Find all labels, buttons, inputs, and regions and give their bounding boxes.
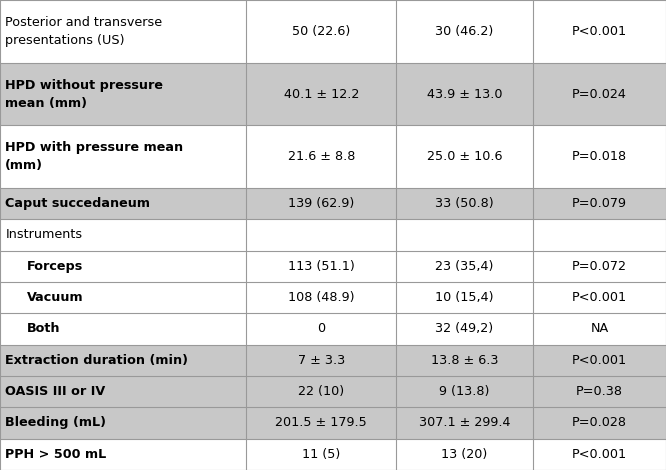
Text: 113 (51.1): 113 (51.1) [288, 260, 355, 273]
Text: 33 (50.8): 33 (50.8) [435, 197, 494, 210]
Text: 13.8 ± 6.3: 13.8 ± 6.3 [431, 354, 498, 367]
Bar [0, 125, 666, 188]
Text: Bleeding (mL): Bleeding (mL) [5, 416, 107, 430]
Text: PPH > 500 mL: PPH > 500 mL [5, 448, 107, 461]
Text: P=0.079: P=0.079 [572, 197, 627, 210]
Text: 139 (62.9): 139 (62.9) [288, 197, 354, 210]
Text: Extraction duration (min): Extraction duration (min) [5, 354, 188, 367]
Text: P=0.072: P=0.072 [572, 260, 627, 273]
Text: 21.6 ± 8.8: 21.6 ± 8.8 [288, 150, 355, 163]
Text: 40.1 ± 12.2: 40.1 ± 12.2 [284, 87, 359, 101]
Text: P<0.001: P<0.001 [572, 291, 627, 304]
Bar [0, 313, 666, 345]
Bar [0, 439, 666, 470]
Text: Vacuum: Vacuum [27, 291, 83, 304]
Text: 0: 0 [317, 322, 326, 336]
Text: P<0.001: P<0.001 [572, 25, 627, 38]
Text: 30 (46.2): 30 (46.2) [436, 25, 494, 38]
Text: 307.1 ± 299.4: 307.1 ± 299.4 [419, 416, 510, 430]
Bar [0, 345, 666, 376]
Text: P<0.001: P<0.001 [572, 354, 627, 367]
Text: P=0.018: P=0.018 [572, 150, 627, 163]
Bar [0, 251, 666, 282]
Text: 43.9 ± 13.0: 43.9 ± 13.0 [427, 87, 502, 101]
Bar [0, 0, 666, 63]
Bar [0, 407, 666, 439]
Text: 22 (10): 22 (10) [298, 385, 344, 398]
Text: 25.0 ± 10.6: 25.0 ± 10.6 [427, 150, 502, 163]
Text: Forceps: Forceps [27, 260, 83, 273]
Text: P=0.024: P=0.024 [572, 87, 627, 101]
Text: P<0.001: P<0.001 [572, 448, 627, 461]
Text: 13 (20): 13 (20) [442, 448, 488, 461]
Text: 9 (13.8): 9 (13.8) [440, 385, 490, 398]
Text: Both: Both [27, 322, 60, 336]
Bar [0, 188, 666, 219]
Text: 50 (22.6): 50 (22.6) [292, 25, 350, 38]
Text: 11 (5): 11 (5) [302, 448, 340, 461]
Text: Caput succedaneum: Caput succedaneum [5, 197, 151, 210]
Text: 201.5 ± 179.5: 201.5 ± 179.5 [276, 416, 367, 430]
Text: 7 ± 3.3: 7 ± 3.3 [298, 354, 345, 367]
Text: Instruments: Instruments [5, 228, 83, 242]
Text: OASIS III or IV: OASIS III or IV [5, 385, 106, 398]
Bar [0, 219, 666, 251]
Text: 32 (49,2): 32 (49,2) [436, 322, 494, 336]
Bar [0, 63, 666, 125]
Text: HPD without pressure
mean (mm): HPD without pressure mean (mm) [5, 78, 163, 110]
Text: P=0.028: P=0.028 [572, 416, 627, 430]
Text: 10 (15,4): 10 (15,4) [436, 291, 494, 304]
Text: P=0.38: P=0.38 [576, 385, 623, 398]
Text: Posterior and transverse
presentations (US): Posterior and transverse presentations (… [5, 16, 163, 47]
Text: HPD with pressure mean
(mm): HPD with pressure mean (mm) [5, 141, 183, 172]
Bar [0, 282, 666, 313]
Bar [0, 376, 666, 407]
Text: 23 (35,4): 23 (35,4) [436, 260, 494, 273]
Text: NA: NA [590, 322, 609, 336]
Text: 108 (48.9): 108 (48.9) [288, 291, 354, 304]
